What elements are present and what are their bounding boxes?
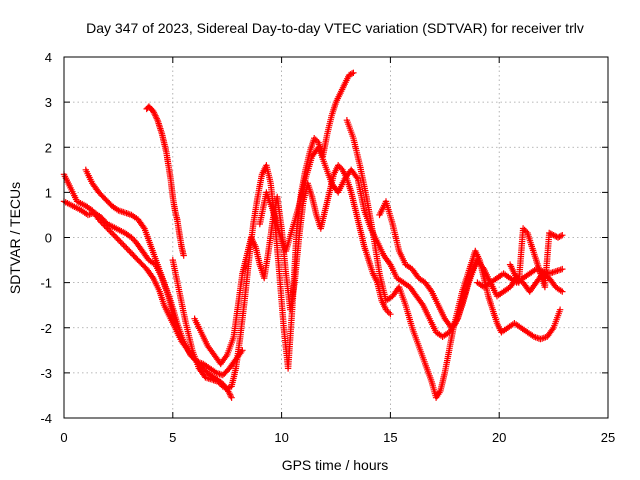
y-tick-label-5: 1 <box>45 185 52 200</box>
y-tick-label-0: -4 <box>40 411 52 426</box>
x-tick-label-0: 0 <box>60 430 67 445</box>
series-track-3 <box>82 166 246 379</box>
series-track-9 <box>376 198 566 331</box>
series-marks-10 <box>506 225 566 291</box>
series-marks-3 <box>143 103 187 259</box>
y-tick-labels: -4 -3 -2 -1 0 1 2 3 4 <box>40 50 52 426</box>
series-marks-1 <box>60 198 181 331</box>
y-tick-label-8: 4 <box>45 50 52 65</box>
y-tick-label-2: -2 <box>40 321 52 336</box>
chart-title: Day 347 of 2023, Sidereal Day-to-day VTE… <box>86 20 584 36</box>
series-marks-8 <box>376 198 566 331</box>
data-points <box>60 69 566 401</box>
x-axis-label: GPS time / hours <box>282 457 389 473</box>
y-axis-label: SDTVAR / TECUs <box>7 182 23 294</box>
series-marks-4 <box>169 69 357 392</box>
series-track-8 <box>343 117 564 401</box>
x-tick-labels: 0 5 10 15 20 25 <box>60 430 615 445</box>
series-marks-2 <box>82 166 246 379</box>
y-tick-label-6: 2 <box>45 140 52 155</box>
series-track-5 <box>169 69 357 392</box>
x-tick-label-5: 25 <box>601 430 615 445</box>
series-track-4 <box>143 103 187 259</box>
x-tick-label-4: 20 <box>492 430 506 445</box>
y-tick-label-4: 0 <box>45 231 52 246</box>
y-tick-label-1: -3 <box>40 366 52 381</box>
axis-ticks <box>63 56 609 419</box>
series-marks-7 <box>343 117 564 401</box>
x-tick-label-2: 10 <box>274 430 288 445</box>
y-tick-label-3: -1 <box>40 276 52 291</box>
x-tick-label-1: 5 <box>169 430 176 445</box>
x-tick-label-3: 15 <box>383 430 397 445</box>
y-tick-label-7: 3 <box>45 95 52 110</box>
series-track-2 <box>60 198 181 331</box>
series-track-11 <box>506 225 566 291</box>
